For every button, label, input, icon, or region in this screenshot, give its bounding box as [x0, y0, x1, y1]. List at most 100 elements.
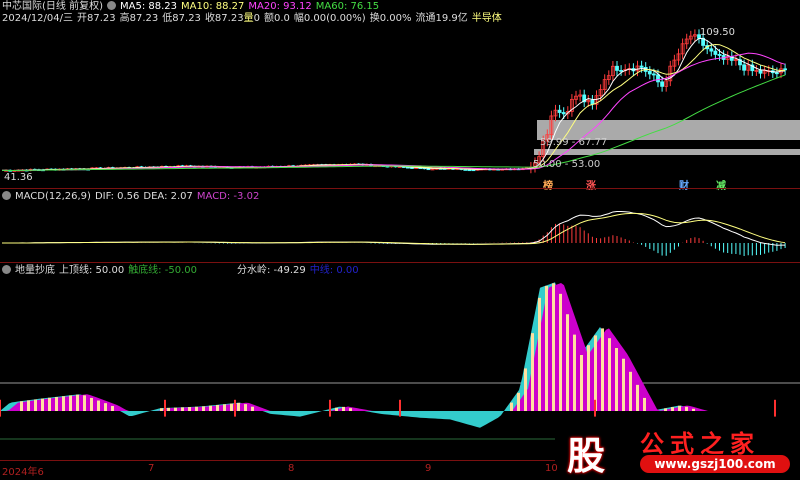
candle — [775, 72, 779, 75]
indicator-bar — [685, 406, 688, 411]
indicator-bar — [48, 397, 51, 411]
candle — [570, 98, 574, 112]
candle — [676, 53, 681, 61]
candle — [672, 59, 677, 67]
candle — [606, 75, 611, 80]
open: 开87.23 — [77, 13, 116, 24]
indicator-bar — [608, 338, 611, 411]
date: 2024/12/04/三 — [2, 13, 74, 24]
dropdown-icon[interactable] — [2, 265, 11, 274]
indicator-bar — [202, 406, 205, 411]
min-price-label: 41.36 — [4, 172, 33, 183]
watermark-url: www.gszj100.com — [640, 455, 790, 473]
quote-line: 2024/12/04/三 开87.23 高87.23 低87.23 收87.23量0 额0… — [2, 13, 506, 25]
macd-header: MACD(12,26,9) DIF: 0.56 DEA: 2.07 MACD: -3.… — [2, 191, 263, 203]
high: 高87.23 — [119, 13, 159, 24]
vol-label: 量 — [243, 13, 254, 24]
indicator-bar — [643, 397, 646, 411]
candle — [582, 94, 587, 103]
indicator-bar — [692, 408, 695, 411]
indicator-bar — [104, 403, 107, 411]
indicator-bar — [160, 408, 163, 411]
indicator-bar — [566, 314, 569, 411]
indicator-bar — [573, 334, 576, 411]
upper-line-value: 上顶线: 50.00 — [59, 265, 125, 276]
indicator-bar — [69, 395, 72, 411]
axis-label: 7 — [148, 463, 155, 474]
candle — [615, 65, 619, 71]
candle — [734, 59, 738, 62]
candle — [541, 140, 546, 158]
candle — [561, 112, 566, 115]
indicator-bar — [230, 403, 233, 411]
indicator-bar — [62, 396, 65, 411]
ma60-line — [1, 74, 786, 171]
event-tag[interactable]: 财 — [679, 181, 689, 192]
indicator-bar — [594, 335, 597, 411]
indicator-bar — [195, 406, 198, 411]
axis-label: 9 — [425, 463, 432, 474]
indicator-area-magenta — [0, 282, 800, 411]
indicator-bar — [97, 400, 100, 411]
indicator-bar — [41, 398, 44, 411]
axis-label: 10 — [545, 463, 558, 474]
indicator-bar — [216, 404, 219, 411]
indicator-header: 地量抄底 上顶线: 50.00 触底线: -50.00 分水岭: -49.29 中线: … — [2, 265, 363, 277]
candle — [652, 73, 656, 76]
axis-label: 2024年6 — [2, 467, 44, 478]
indicator-bar — [664, 408, 667, 411]
ma20-value: MA20: 93.12 — [248, 1, 312, 12]
indicator-bar — [349, 408, 352, 411]
event-tag[interactable]: 榜 — [543, 181, 553, 192]
indicator-bar — [76, 394, 79, 411]
event-tag[interactable]: 减 — [716, 181, 726, 192]
indicator-title: 地量抄底 — [15, 265, 55, 276]
candle — [717, 54, 722, 56]
indicator-bar — [342, 406, 345, 411]
axis-line — [0, 460, 555, 461]
indicator-bar — [615, 348, 618, 411]
indicator-bar — [83, 395, 86, 411]
dea-value: DEA: 2.07 — [143, 191, 193, 202]
event-tag[interactable]: 涨 — [586, 181, 596, 192]
stock-title: 中芯国际(日线 前复权) — [2, 1, 103, 12]
indicator-bar — [629, 371, 632, 411]
candle — [586, 99, 591, 103]
watermark-name: 公式之家 — [640, 430, 760, 458]
macd-value: MACD: -3.02 — [196, 191, 260, 202]
dropdown-icon[interactable] — [2, 191, 11, 200]
ma60-value: MA60: 76.15 — [315, 1, 380, 12]
indicator-bar — [601, 328, 604, 411]
indicator-bar — [524, 368, 527, 411]
indicator-bar — [538, 297, 541, 411]
price-zone-band — [534, 149, 800, 155]
candle — [742, 64, 746, 71]
candle — [426, 168, 431, 171]
candle — [602, 79, 607, 91]
candle — [639, 65, 644, 68]
indicator-bar — [55, 397, 58, 411]
indicator-bar — [209, 405, 212, 411]
candle — [598, 89, 603, 97]
indicator-bar — [580, 355, 583, 411]
candle — [688, 35, 693, 40]
candle — [549, 115, 554, 136]
zone-label-1: 59.99 - 67.77 — [540, 137, 608, 148]
candle — [557, 109, 562, 113]
axis-label: 8 — [288, 463, 295, 474]
candle — [713, 50, 718, 55]
indicator-bar — [20, 401, 23, 411]
candle — [553, 109, 558, 117]
indicator-bar — [517, 392, 520, 411]
dropdown-icon[interactable] — [106, 1, 116, 10]
candle — [537, 156, 541, 164]
candle — [660, 81, 664, 87]
panel-divider — [0, 262, 800, 263]
candle — [647, 71, 652, 75]
candle — [656, 74, 660, 83]
indicator-bar — [251, 406, 254, 411]
candle — [430, 168, 435, 171]
dif-value: DIF: 0.56 — [94, 191, 140, 202]
mid-line-value: 中线: 0.00 — [309, 265, 359, 276]
indicator-bar — [181, 407, 184, 411]
